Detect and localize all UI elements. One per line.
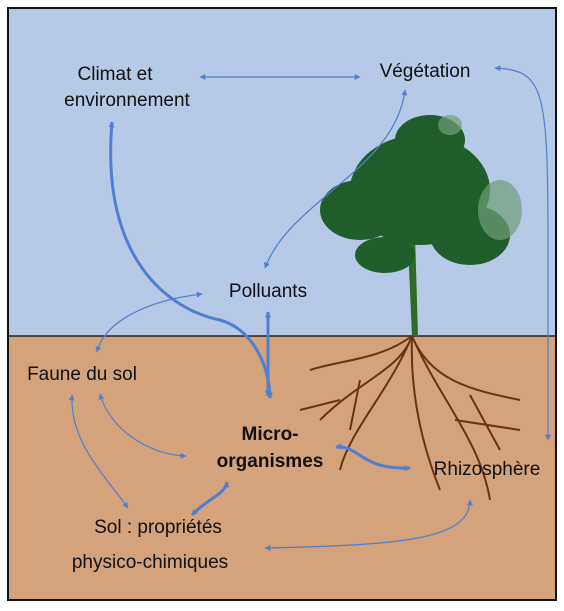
node-label: physico-chimiques	[72, 552, 228, 573]
node-label: Micro-	[242, 424, 299, 445]
node-label: environnement	[64, 90, 190, 111]
node-label: organismes	[217, 451, 324, 472]
node-label: Sol : propriétés	[94, 517, 222, 538]
diagram: Climat et environnement Végétation Pollu…	[0, 0, 564, 606]
node-label: Climat et	[78, 64, 154, 85]
node-label: Polluants	[229, 281, 307, 302]
node-label: Végétation	[380, 61, 471, 82]
node-label: Faune du sol	[27, 364, 137, 385]
node-label: Rhizosphère	[434, 459, 541, 480]
